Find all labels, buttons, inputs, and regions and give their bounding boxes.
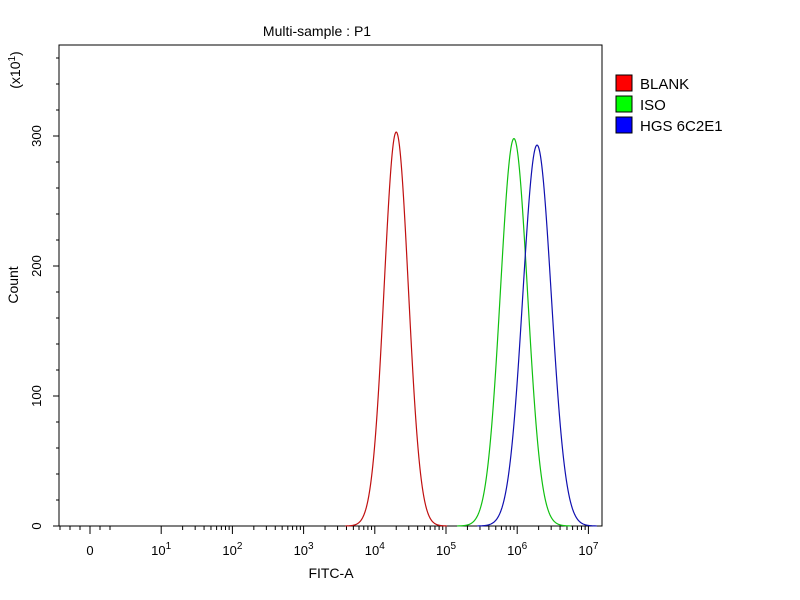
legend-swatch <box>615 95 633 113</box>
legend-label: ISO <box>640 97 666 114</box>
x-tick-label: 103 <box>294 541 314 558</box>
y-multiplier-label: (x101) <box>7 51 23 88</box>
series-line-blank <box>345 131 448 527</box>
legend-label: BLANK <box>640 76 689 93</box>
y-axis: 0 100 200 300 <box>29 57 59 530</box>
x-tick-label: 101 <box>151 541 171 558</box>
y-axis-label: Count <box>5 266 21 303</box>
x-tick-label: 102 <box>222 541 242 558</box>
legend-label: HGS 6C2E1 <box>640 118 723 135</box>
legend-swatch <box>615 116 633 134</box>
series-line-hgs-6c2e1 <box>477 144 597 527</box>
y-tick-label: 300 <box>29 125 44 147</box>
series-layer <box>345 131 597 527</box>
x-axis-label: FITC-A <box>308 565 354 581</box>
y-tick-label: 0 <box>29 522 44 529</box>
legend-swatch <box>615 74 633 92</box>
legend: BLANK ISO HGS 6C2E1 <box>615 74 723 135</box>
x-tick-label: 107 <box>578 541 598 558</box>
y-tick-label: 100 <box>29 385 44 407</box>
x-tick-label: 106 <box>507 541 527 558</box>
x-axis: 0 101 102 103 104 105 106 107 <box>59 526 599 558</box>
x-tick-label: 104 <box>365 541 385 558</box>
series-line-iso <box>457 138 571 527</box>
x-tick-label: 105 <box>436 541 456 558</box>
chart-title: Multi-sample : P1 <box>263 23 371 39</box>
plot-frame <box>58 44 603 527</box>
y-tick-label: 200 <box>29 255 44 277</box>
x-tick-label: 0 <box>86 543 93 558</box>
